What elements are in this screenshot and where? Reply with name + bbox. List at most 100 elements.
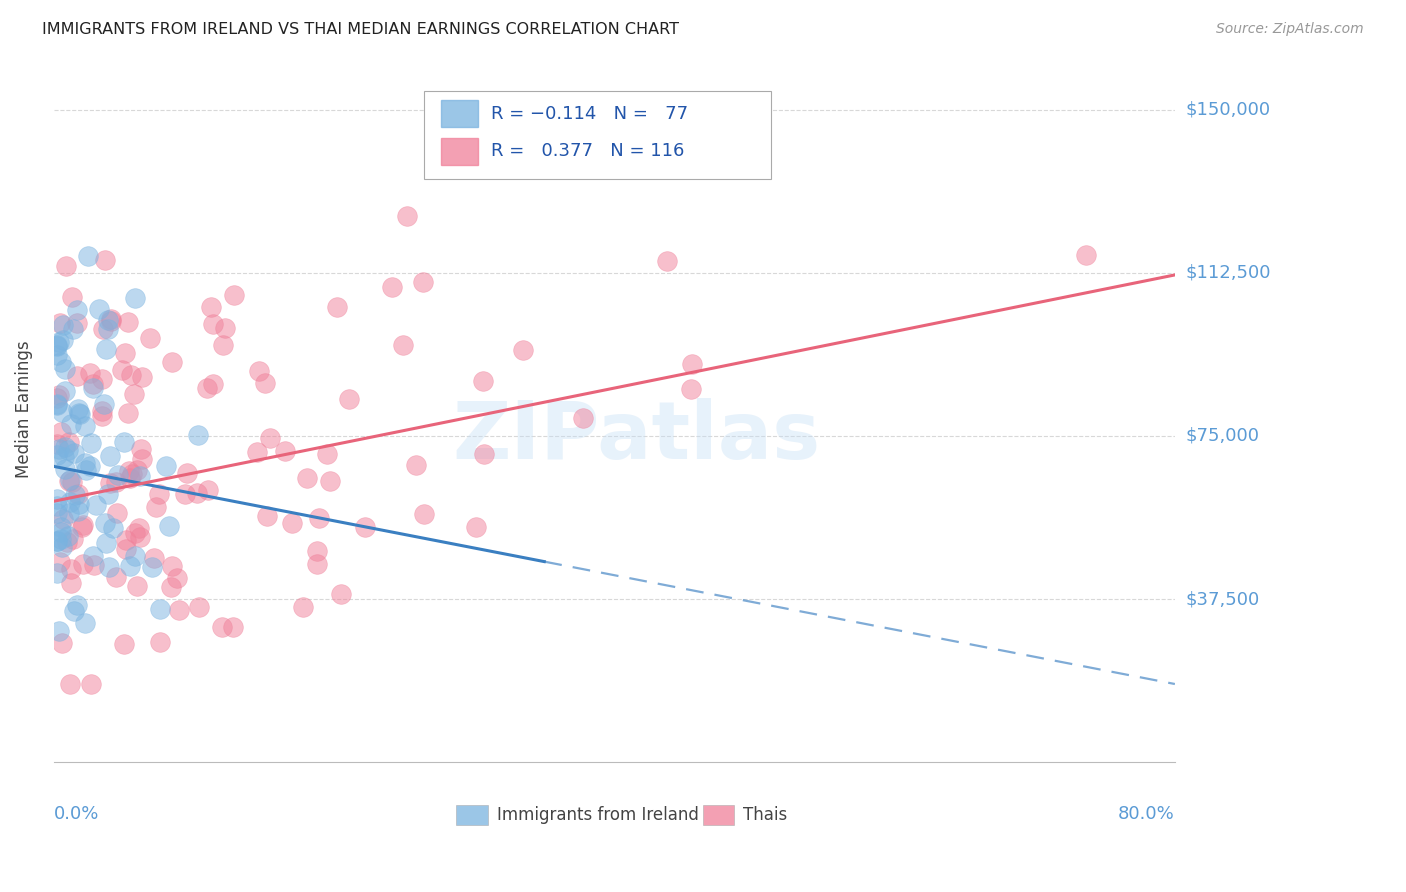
Point [129,442,152,456]
Point [214,321,236,335]
Point [127,463,149,477]
Point [80,436,103,450]
Point [58,507,80,521]
Point [53,362,76,376]
Point [129,530,152,544]
Point [51,540,73,554]
Point [464,520,486,534]
Point [53,384,76,398]
Point [45,534,67,549]
Text: $37,500: $37,500 [1187,591,1260,608]
Point [59,562,82,576]
Point [91,409,114,423]
FancyBboxPatch shape [440,101,478,128]
Point [49,555,72,569]
Point [45,566,67,580]
Point [49,520,72,534]
Point [319,474,342,488]
Point [121,467,143,482]
Point [141,560,163,574]
Point [166,571,188,585]
FancyBboxPatch shape [440,138,478,165]
Point [45,449,67,463]
Text: $75,000: $75,000 [1187,427,1260,445]
Point [655,253,678,268]
Point [79,366,101,380]
Point [97,321,120,335]
Point [97,313,120,327]
Point [330,587,353,601]
Y-axis label: Median Earnings: Median Earnings [15,340,32,477]
Point [62,322,84,336]
Point [53,440,76,454]
Point [679,382,702,396]
Point [82,376,104,391]
Point [51,425,73,440]
Point [98,450,121,464]
Point [148,486,170,500]
Point [84,498,107,512]
Point [51,636,73,650]
Point [128,521,150,535]
Point [82,549,104,564]
Point [131,452,153,467]
Point [93,516,115,531]
Point [111,363,134,377]
Point [337,392,360,406]
Point [66,599,89,613]
Point [222,620,245,634]
Point [124,549,146,563]
Point [211,620,233,634]
Point [305,558,328,572]
Point [254,376,277,390]
Point [395,209,418,223]
Point [75,456,97,470]
Point [56,535,79,549]
Point [63,604,86,618]
Point [67,406,90,420]
Point [105,506,128,520]
Point [45,506,67,520]
Point [98,559,121,574]
Point [115,541,138,556]
Text: R =   0.377   N = 116: R = 0.377 N = 116 [491,143,685,161]
Point [292,600,315,615]
Point [104,570,127,584]
Point [112,434,135,449]
Point [281,516,304,530]
Point [45,338,67,352]
Point [412,275,434,289]
Point [201,317,224,331]
Point [124,291,146,305]
Point [118,558,141,573]
Point [297,471,319,485]
Point [1076,248,1098,262]
Point [155,458,177,473]
Point [118,464,141,478]
Point [222,288,245,302]
Point [94,253,117,268]
Point [66,316,89,330]
Point [187,599,209,614]
Point [60,575,83,590]
FancyBboxPatch shape [703,805,734,825]
Point [77,249,100,263]
Point [59,473,82,487]
Point [94,343,117,357]
Point [246,445,269,459]
Text: Immigrants from Ireland: Immigrants from Ireland [496,806,699,824]
Point [145,500,167,514]
Text: $112,500: $112,500 [1187,264,1271,282]
Point [101,521,124,535]
Point [174,487,197,501]
Point [48,442,70,456]
Point [45,491,67,506]
Point [142,551,165,566]
Point [197,483,219,497]
Point [52,318,75,332]
Point [91,322,114,336]
Point [46,339,69,353]
Point [58,529,80,543]
Point [75,418,97,433]
Point [69,407,91,421]
